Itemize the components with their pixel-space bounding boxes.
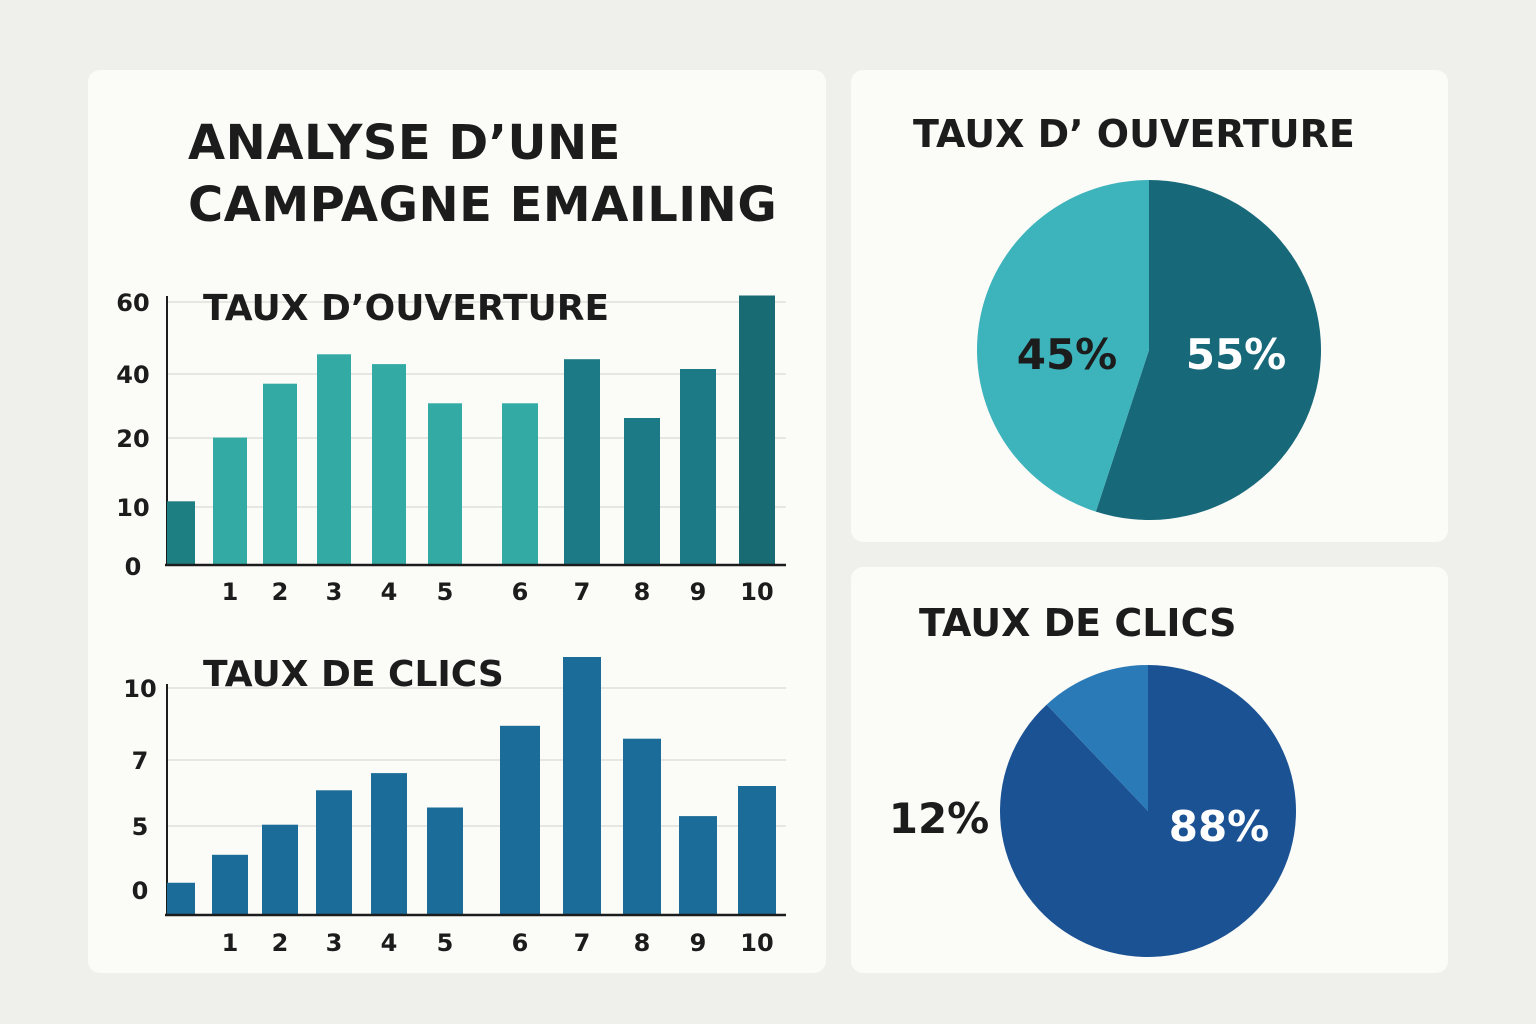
pie-slice-45% (977, 180, 1149, 512)
bar-extra (167, 882, 195, 915)
y-tick-label: 5 (132, 813, 149, 841)
y-tick-label: 0 (132, 877, 149, 905)
bar-10 (738, 786, 776, 915)
bar-2 (262, 824, 298, 915)
main-title-line-1: ANALYSE D’UNE (188, 115, 621, 171)
pie-label-88%: 88% (1169, 802, 1270, 851)
y-tick-label: 40 (116, 361, 149, 389)
x-tick-label: 4 (381, 929, 398, 957)
bar-7 (564, 359, 600, 565)
x-tick-label: 2 (272, 929, 289, 957)
bar-charts-svg: 0 10 20 40 60 TAUX D’OUVERTURE 1 2 3 4 5 6 7 8 9 10 0 5 7… (116, 288, 786, 957)
bar-1 (213, 437, 247, 565)
x-tick-label: 5 (437, 929, 454, 957)
bar-9 (680, 369, 716, 565)
bar-1 (212, 854, 248, 915)
x-tick-label: 4 (381, 578, 398, 606)
x-tick-label: 8 (634, 578, 651, 606)
pie-label-45%: 45% (1017, 330, 1118, 379)
click-rate-pie-chart: 12% 88% (889, 665, 1296, 957)
click-rate-pie-title: TAUX DE CLICS (919, 601, 1237, 645)
bar-5 (428, 403, 462, 565)
bar-5 (427, 807, 463, 915)
bar-3 (316, 790, 352, 915)
pie: 12% 88% (889, 665, 1296, 957)
main-title-line-2: CAMPAGNE EMAILING (188, 177, 778, 233)
bar-4 (371, 773, 407, 915)
bar-9 (679, 816, 717, 915)
click-rate-bar-chart: 0 5 7 10 TAUX DE CLICS 1 2 3 4 5 6 7 8 9 10 (123, 654, 786, 957)
bar-2 (263, 383, 297, 565)
bar-6 (500, 725, 540, 915)
bar-chart-title: TAUX D’OUVERTURE (203, 288, 609, 329)
x-tick-label: 3 (326, 929, 343, 957)
x-tick-label: 8 (634, 929, 651, 957)
x-tick-label: 9 (690, 929, 707, 957)
bar-7 (563, 657, 601, 915)
bar-chart-title: TAUX DE CLICS (203, 654, 504, 695)
pie: 45% 55% (977, 180, 1321, 520)
x-tick-label: 3 (326, 578, 343, 606)
pie-label-12%: 12% (889, 794, 990, 843)
open-rate-pie-card: TAUX D’ OUVERTURE 45% 55% (851, 70, 1448, 542)
pie-label-55%: 55% (1186, 330, 1287, 379)
open-rate-bar-chart: 0 10 20 40 60 TAUX D’OUVERTURE 1 2 3 4 5 6 7 8 9 10 (116, 288, 786, 606)
bar-4 (372, 364, 406, 565)
x-tick-label: 7 (574, 929, 591, 957)
bar-extra (167, 501, 195, 565)
x-tick-label: 2 (272, 578, 289, 606)
x-tick-label: 5 (437, 578, 454, 606)
x-tick-label: 6 (512, 929, 529, 957)
y-tick-label: 20 (116, 425, 149, 453)
bar-8 (623, 738, 661, 915)
y-tick-label: 10 (123, 675, 156, 703)
y-tick-label: 7 (132, 747, 149, 775)
x-tick-label: 7 (574, 578, 591, 606)
main-title: ANALYSE D’UNE CAMPAGNE EMAILING (188, 112, 777, 236)
pie-slice-55% (1095, 180, 1321, 520)
x-tick-label: 1 (222, 578, 239, 606)
open-rate-pie-chart: 45% 55% (977, 180, 1321, 520)
y-tick-label: 60 (116, 289, 149, 317)
bar-6 (502, 403, 538, 565)
y-tick-label: 0 (125, 553, 142, 581)
x-tick-label: 1 (222, 929, 239, 957)
bar-8 (624, 418, 660, 565)
pie-slice-12% (1046, 665, 1148, 811)
bar-3 (317, 354, 351, 565)
x-tick-label: 6 (512, 578, 529, 606)
bar-charts-card: ANALYSE D’UNE CAMPAGNE EMAILING 0 10 20 40 6… (88, 70, 826, 973)
bar-10 (739, 295, 775, 565)
click-rate-pie-card: TAUX DE CLICS 12% 88% (851, 567, 1448, 973)
open-rate-pie-title: TAUX D’ OUVERTURE (913, 112, 1355, 156)
y-tick-label: 10 (116, 494, 149, 522)
x-tick-label: 10 (740, 578, 773, 606)
x-tick-label: 10 (740, 929, 773, 957)
x-tick-label: 9 (690, 578, 707, 606)
